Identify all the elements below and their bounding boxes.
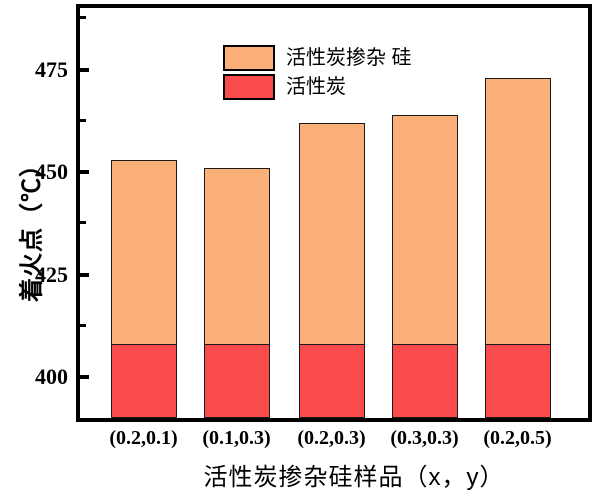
legend-entry-doped: 活性炭掺杂 硅	[223, 45, 412, 71]
y-minor-tick	[80, 118, 86, 122]
y-tick-label: 475	[35, 56, 68, 82]
y-major-tick	[80, 375, 89, 379]
plot-area: 活性炭掺杂 硅 活性炭	[76, 4, 592, 422]
legend-label-base: 活性炭	[286, 76, 346, 98]
x-axis-title: 活性炭掺杂硅样品（x，y）	[203, 464, 505, 491]
legend-swatch-base	[223, 74, 275, 100]
x-tick-label: (0.2,0.5)	[483, 427, 552, 449]
y-minor-tick	[80, 221, 86, 225]
y-tick-label: 425	[35, 261, 68, 287]
x-tick-label: (0.3,0.3)	[390, 427, 459, 449]
legend: 活性炭掺杂 硅 活性炭	[223, 45, 412, 103]
legend-swatch-doped	[223, 45, 275, 71]
legend-entry-base: 活性炭	[223, 74, 412, 100]
legend-label-doped: 活性炭掺杂 硅	[286, 47, 412, 69]
bar-base-3	[391, 344, 458, 418]
x-tick-label: (0.2,0.3)	[297, 427, 366, 449]
bar-base-2	[298, 344, 365, 418]
bar-base-4	[484, 344, 551, 418]
y-tick-label: 400	[35, 364, 68, 389]
y-minor-tick	[80, 16, 86, 20]
y-major-tick	[80, 272, 89, 277]
y-major-tick	[80, 170, 89, 174]
x-tick-label: (0.2,0.1)	[109, 427, 178, 449]
x-tick-label: (0.1,0.3)	[202, 427, 271, 449]
y-minor-tick	[80, 323, 86, 327]
bar-base-1	[203, 344, 270, 418]
y-major-tick	[80, 67, 89, 72]
bar-base-0	[110, 344, 177, 418]
y-tick-label: 450	[35, 159, 68, 184]
y-axis-title: 着火点（℃）	[18, 152, 46, 302]
